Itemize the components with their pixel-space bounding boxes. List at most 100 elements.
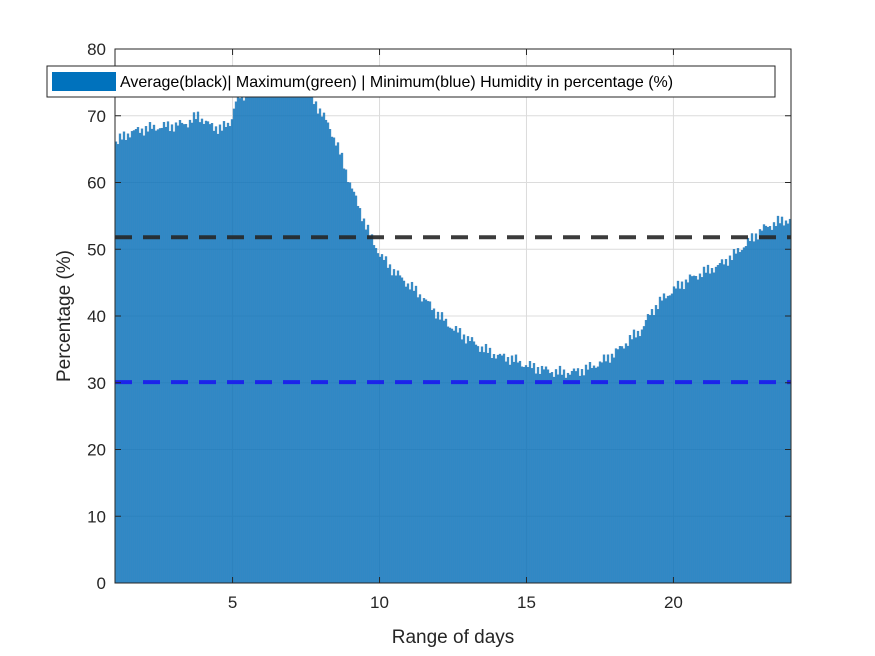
bar — [674, 288, 678, 584]
bar — [242, 100, 246, 584]
bar — [128, 137, 132, 584]
bar — [206, 121, 210, 584]
bar — [410, 281, 414, 584]
bar — [268, 86, 272, 584]
bar — [202, 123, 206, 584]
bar — [212, 130, 216, 584]
bar — [736, 248, 740, 584]
bar — [296, 82, 300, 584]
bar — [190, 122, 194, 584]
bar — [318, 108, 322, 584]
bar — [520, 366, 524, 584]
bar — [764, 225, 768, 584]
bar — [584, 364, 588, 584]
bar — [760, 230, 764, 584]
bar — [408, 289, 412, 584]
x-tick-label: 10 — [370, 593, 389, 612]
bar — [224, 126, 228, 584]
bar — [484, 343, 488, 584]
bar — [476, 346, 480, 584]
bar — [722, 264, 726, 584]
bar — [308, 96, 312, 584]
bar — [698, 273, 702, 584]
bar — [728, 255, 732, 584]
bar — [406, 283, 410, 584]
bar — [390, 275, 394, 584]
bar — [272, 88, 276, 584]
bar — [648, 315, 652, 584]
bar — [762, 224, 766, 584]
bar — [124, 140, 128, 584]
bar — [718, 263, 722, 584]
bar — [386, 267, 390, 584]
bar — [494, 358, 498, 584]
bar — [706, 264, 710, 584]
bar — [438, 319, 442, 584]
bar — [200, 118, 204, 584]
bar — [774, 226, 778, 584]
bar — [478, 351, 482, 584]
bar — [448, 327, 452, 584]
bar — [354, 195, 358, 584]
bar — [320, 116, 324, 584]
bar — [254, 88, 258, 584]
bar — [532, 363, 536, 584]
bar — [404, 286, 408, 584]
bar — [140, 128, 144, 584]
bar — [696, 279, 700, 584]
bar — [314, 101, 318, 584]
bar — [628, 335, 632, 584]
bar — [238, 98, 242, 584]
bar — [780, 216, 784, 584]
bar — [196, 111, 200, 584]
bar — [630, 339, 634, 584]
bar — [588, 362, 592, 584]
x-axis-title: Range of days — [392, 627, 515, 648]
bar — [572, 368, 576, 584]
bar — [592, 365, 596, 584]
bar — [616, 349, 620, 584]
legend-box — [46, 65, 776, 98]
bar — [564, 377, 568, 584]
bar — [614, 348, 618, 584]
bar — [226, 122, 230, 584]
bar — [556, 374, 560, 584]
bar — [596, 366, 600, 584]
bar — [434, 318, 438, 584]
bar — [440, 312, 444, 584]
bar — [234, 101, 238, 584]
bar — [676, 280, 680, 584]
bar — [306, 91, 310, 584]
bar — [574, 371, 578, 584]
bar — [130, 131, 134, 584]
bar — [686, 282, 690, 584]
bar — [526, 367, 530, 584]
bar — [304, 94, 308, 584]
bar — [678, 288, 682, 584]
bar — [326, 122, 330, 584]
bar — [256, 90, 260, 584]
bar — [594, 367, 598, 584]
bar — [176, 125, 180, 584]
bar — [444, 318, 448, 584]
bar — [750, 233, 754, 584]
bar — [670, 293, 674, 584]
bar — [360, 221, 364, 584]
bar — [312, 104, 316, 584]
bar — [422, 298, 426, 584]
bar — [610, 353, 614, 584]
bar — [178, 120, 182, 584]
bar — [342, 168, 346, 584]
bar — [344, 169, 348, 584]
bar — [548, 373, 552, 584]
bar — [368, 235, 372, 584]
bar — [492, 354, 496, 584]
bar — [260, 90, 264, 584]
bar — [546, 369, 550, 584]
bar — [300, 90, 304, 584]
bar — [786, 223, 790, 584]
bar — [634, 337, 638, 584]
bar — [418, 294, 422, 584]
bar — [232, 108, 236, 584]
